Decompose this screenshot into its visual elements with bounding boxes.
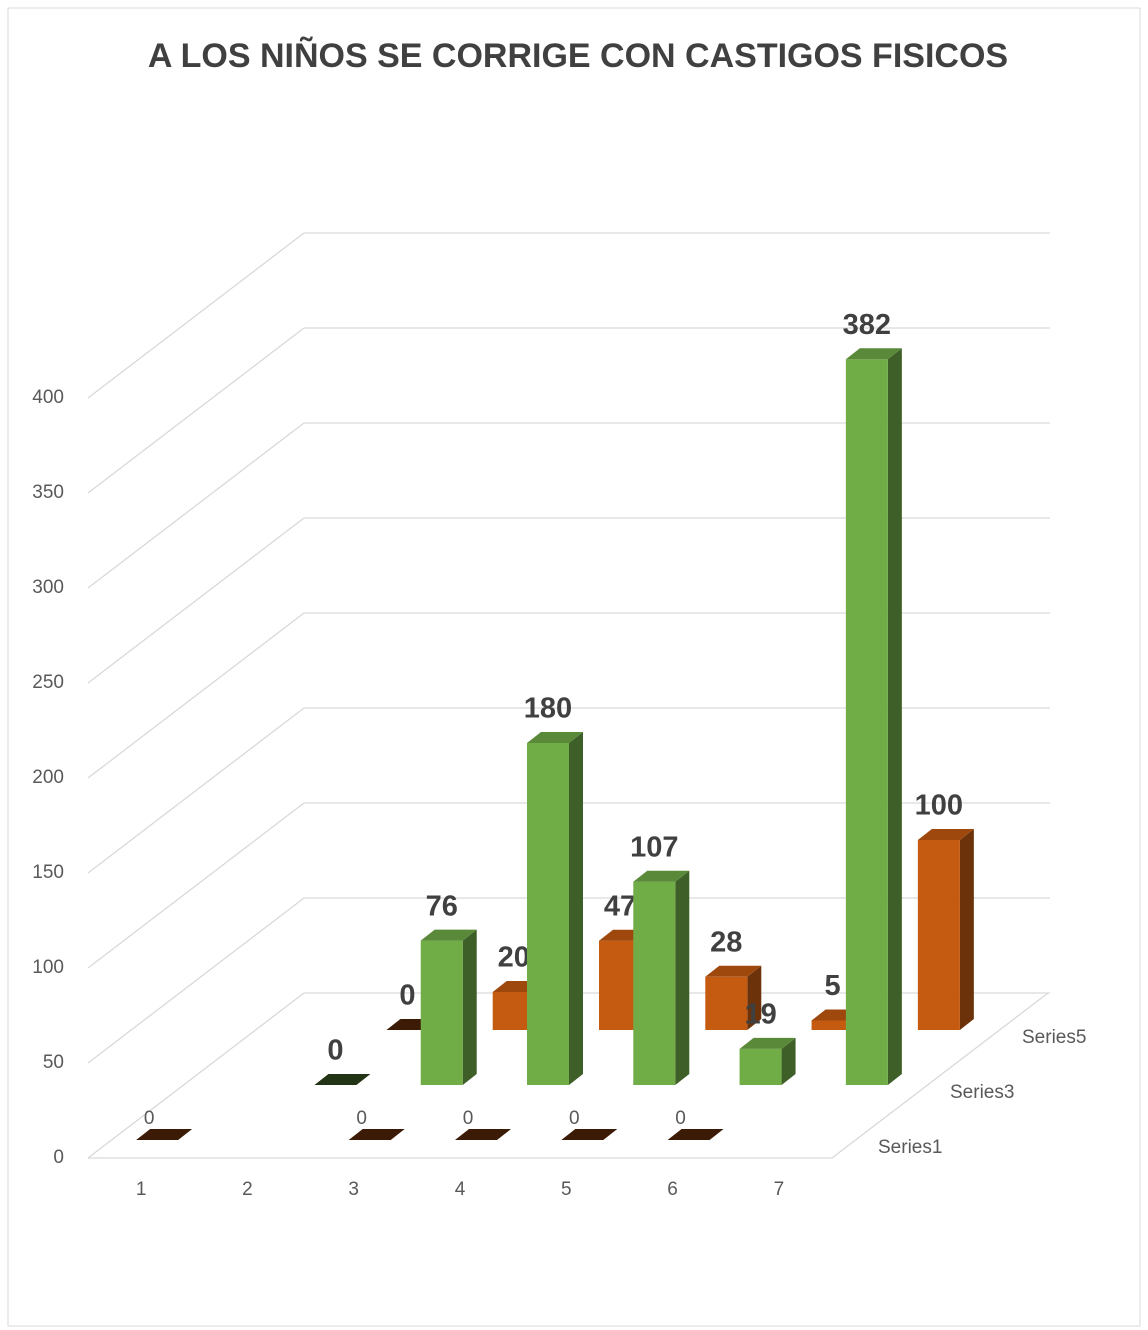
depth-label: Series1	[878, 1137, 942, 1158]
data-label: 180	[524, 693, 572, 725]
data-label: 47	[604, 890, 636, 922]
bar-side	[462, 929, 477, 1085]
bar-top	[705, 965, 762, 977]
grid-line	[87, 802, 305, 969]
floor-edge	[831, 992, 1049, 1159]
bar	[917, 840, 960, 1030]
bar	[739, 1048, 782, 1085]
bar-top	[845, 348, 902, 360]
data-label: 0	[463, 1108, 474, 1129]
grid-line	[87, 897, 305, 1064]
x-tick-label: 4	[455, 1179, 466, 1200]
y-tick-label: 150	[32, 862, 64, 883]
bar-top	[136, 1129, 193, 1140]
bar-top	[917, 829, 974, 840]
grid-line	[87, 517, 305, 684]
data-label: 19	[744, 999, 776, 1031]
x-tick-label: 7	[774, 1179, 785, 1200]
x-tick-label: 1	[136, 1179, 147, 1200]
data-label: 0	[399, 980, 415, 1012]
bar	[527, 743, 569, 1085]
chart-frame	[7, 7, 1141, 1327]
y-tick-label: 400	[32, 387, 64, 408]
bar-top	[455, 1129, 511, 1140]
bar-top	[739, 1037, 796, 1049]
bar	[845, 359, 888, 1085]
bar-top	[420, 929, 477, 941]
y-tick-label: 350	[32, 482, 64, 503]
grid-line	[87, 707, 305, 874]
bar	[420, 940, 463, 1085]
bar-side	[675, 870, 690, 1085]
grid-line	[87, 422, 305, 589]
y-tick-label: 300	[32, 577, 64, 598]
data-label: 28	[710, 926, 742, 958]
x-tick-label: 2	[242, 1179, 253, 1200]
data-label: 107	[630, 831, 678, 863]
y-tick-label: 50	[43, 1052, 64, 1073]
bar-top	[314, 1074, 371, 1085]
bar-side	[887, 348, 902, 1085]
chart-title: A LOS NIÑOS SE CORRIGE CON CASTIGOS FISI…	[148, 37, 1008, 75]
data-label: 0	[144, 1108, 155, 1129]
y-tick-label: 0	[53, 1147, 64, 1168]
bar-side	[747, 965, 762, 1030]
y-tick-label: 100	[32, 957, 64, 978]
data-label: 0	[569, 1108, 580, 1129]
y-tick-label: 250	[32, 672, 64, 693]
depth-label: Series5	[1022, 1027, 1086, 1048]
x-tick-label: 3	[348, 1179, 359, 1200]
data-label: 5	[825, 970, 841, 1002]
data-label: 100	[915, 790, 963, 822]
bar-top	[667, 1129, 724, 1140]
grid-line	[87, 327, 305, 494]
bar-side	[959, 829, 974, 1030]
grid-line	[87, 232, 305, 399]
bar	[633, 881, 676, 1085]
bar-side	[569, 732, 583, 1085]
depth-label: Series3	[950, 1082, 1014, 1103]
grid-line	[87, 992, 305, 1159]
grid-line	[87, 612, 305, 779]
data-label: 0	[327, 1035, 343, 1067]
bar	[705, 976, 748, 1030]
x-tick-label: 6	[667, 1179, 678, 1200]
data-label: 20	[498, 942, 530, 974]
y-tick-label: 200	[32, 767, 64, 788]
data-label: 76	[426, 890, 458, 922]
bar-top	[633, 870, 690, 882]
data-label: 0	[675, 1108, 686, 1129]
bar-top	[561, 1129, 618, 1140]
data-label: 382	[843, 309, 891, 341]
bar	[811, 1020, 854, 1030]
bar-top	[527, 732, 583, 743]
data-label: 0	[356, 1108, 367, 1129]
x-tick-label: 5	[561, 1179, 572, 1200]
bar-top	[348, 1129, 405, 1140]
bar-side	[781, 1037, 796, 1085]
